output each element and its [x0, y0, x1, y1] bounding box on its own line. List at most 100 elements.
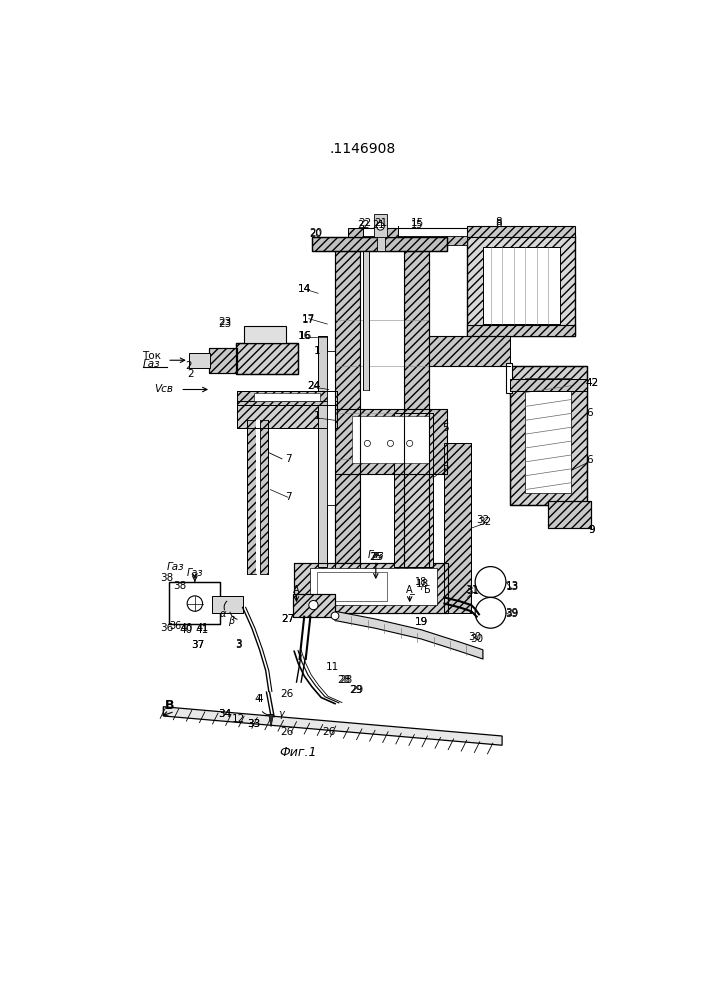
Text: 13: 13: [506, 582, 519, 592]
Bar: [483, 247, 560, 324]
Text: 26: 26: [280, 689, 293, 699]
Text: γ: γ: [279, 709, 284, 719]
Bar: [247, 420, 256, 574]
Text: 2: 2: [185, 361, 192, 371]
Bar: [373, 214, 387, 237]
Text: 16: 16: [299, 331, 312, 341]
Text: 4: 4: [256, 694, 263, 704]
Bar: [467, 235, 575, 336]
Text: 18: 18: [415, 577, 427, 587]
Bar: [189, 353, 210, 368]
Text: 24: 24: [307, 381, 320, 391]
Text: 22: 22: [358, 218, 372, 228]
Text: 20: 20: [310, 229, 322, 239]
Text: 8: 8: [495, 219, 501, 229]
Text: 1: 1: [314, 346, 320, 356]
Text: 4: 4: [255, 694, 262, 704]
Text: 26: 26: [280, 727, 293, 737]
Text: 6: 6: [586, 455, 592, 465]
Bar: [348, 228, 363, 237]
Bar: [238, 401, 337, 428]
Text: β: β: [228, 616, 234, 626]
Bar: [429, 336, 510, 366]
Bar: [467, 325, 575, 336]
Bar: [429, 336, 510, 366]
Text: 15: 15: [411, 218, 424, 228]
Text: 31: 31: [465, 585, 479, 595]
Text: Газ: Газ: [167, 562, 185, 572]
Bar: [236, 343, 298, 374]
Text: 41: 41: [197, 623, 209, 633]
Text: 5: 5: [443, 423, 449, 433]
Bar: [212, 596, 243, 613]
Bar: [256, 420, 259, 574]
Bar: [294, 563, 448, 613]
Bar: [236, 343, 298, 374]
Text: 41: 41: [196, 625, 209, 635]
Bar: [395, 413, 433, 567]
Text: 1: 1: [314, 411, 320, 421]
Text: 9: 9: [589, 525, 595, 535]
Bar: [293, 594, 335, 617]
Circle shape: [387, 440, 394, 446]
Text: 39: 39: [506, 608, 519, 618]
Polygon shape: [163, 707, 502, 745]
Bar: [360, 251, 404, 567]
Text: 20: 20: [309, 228, 322, 238]
Circle shape: [364, 440, 370, 446]
Text: 33: 33: [247, 719, 261, 729]
Text: .1146908: .1146908: [329, 142, 396, 156]
Text: 13: 13: [506, 581, 519, 591]
Text: 14: 14: [298, 284, 311, 294]
Bar: [510, 366, 587, 505]
Text: 37: 37: [192, 640, 204, 650]
Text: 36: 36: [160, 623, 174, 633]
Text: 23: 23: [218, 317, 231, 327]
Bar: [209, 348, 238, 373]
Circle shape: [331, 612, 339, 620]
Bar: [293, 594, 335, 617]
Bar: [294, 563, 448, 613]
Text: 8: 8: [495, 217, 501, 227]
Bar: [360, 235, 467, 245]
Bar: [335, 251, 360, 567]
Bar: [352, 416, 429, 463]
Text: 17: 17: [302, 314, 315, 324]
Text: 5: 5: [443, 462, 449, 472]
Text: Газ: Газ: [368, 550, 384, 560]
Text: 26: 26: [322, 727, 335, 737]
Text: 27: 27: [281, 614, 295, 624]
Polygon shape: [335, 611, 483, 659]
Text: 17: 17: [302, 315, 315, 325]
Bar: [310, 568, 437, 605]
Bar: [318, 336, 327, 567]
Bar: [444, 443, 472, 613]
Bar: [510, 379, 587, 391]
Text: 40: 40: [180, 625, 193, 635]
Text: 21: 21: [373, 220, 385, 230]
Text: 18: 18: [416, 579, 429, 589]
Bar: [238, 391, 337, 405]
Bar: [209, 348, 238, 373]
Text: Фиг.1: Фиг.1: [279, 746, 317, 759]
Text: А: А: [407, 585, 413, 595]
Text: 21: 21: [374, 218, 387, 228]
Text: 2: 2: [187, 369, 194, 379]
Bar: [170, 582, 219, 624]
Text: 7: 7: [285, 454, 291, 464]
Circle shape: [407, 440, 413, 446]
Bar: [212, 596, 243, 613]
Text: 42: 42: [585, 378, 599, 388]
Text: 38: 38: [173, 581, 187, 591]
Bar: [444, 443, 472, 613]
Circle shape: [309, 600, 318, 610]
Text: α: α: [219, 609, 226, 619]
Text: 3: 3: [235, 639, 242, 649]
Bar: [549, 501, 590, 528]
Text: 34: 34: [218, 709, 231, 719]
Bar: [170, 582, 219, 624]
Text: 30: 30: [470, 634, 484, 644]
Text: 40: 40: [180, 623, 192, 633]
Text: 19: 19: [414, 617, 428, 627]
Text: 36: 36: [170, 621, 182, 631]
